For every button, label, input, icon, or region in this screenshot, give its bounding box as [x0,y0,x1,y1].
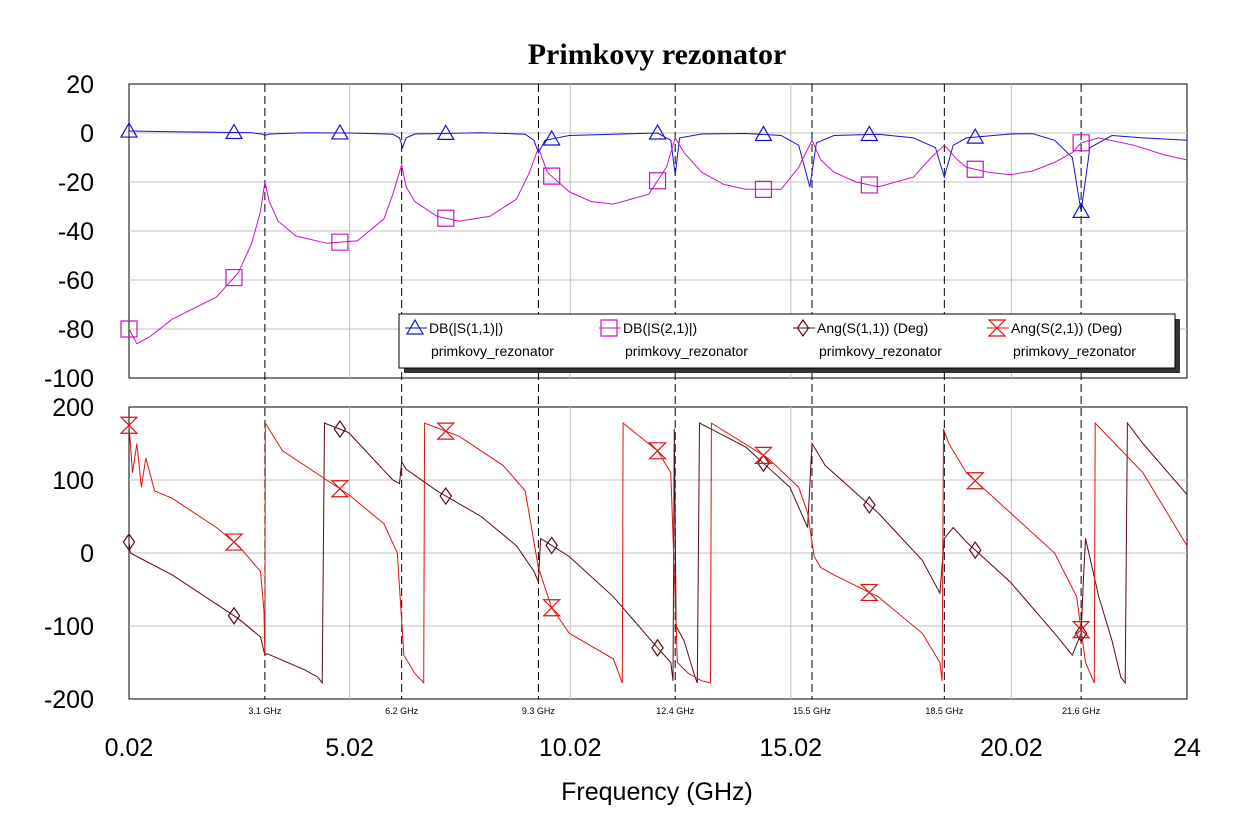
legend-sublabel: primkovy_rezonator [819,343,942,359]
series-point [860,125,879,142]
series-point [966,160,984,178]
series-square [120,134,1188,345]
x-axis-label: Frequency (GHz) [561,778,753,806]
legend-label: Ang(S(1,1)) (Deg) [817,320,928,336]
y-tick-label: -200 [44,686,94,714]
series-point [648,123,667,140]
series-line [128,136,1188,345]
legend-entry: Ang(S(1,1)) (Deg) primkovy_rezonator [793,318,942,359]
y-tick-label: -100 [44,365,94,393]
y-tick-label: -100 [44,613,94,641]
legend-entry: DB(|S(2,1)|) primkovy_rezonator [599,319,748,359]
series-point [860,176,878,194]
series-line [128,421,1188,685]
x-tick-label: 5.02 [325,734,374,762]
y-tick-label: 100 [52,467,94,495]
y-tick-label: -40 [58,218,94,246]
series-point [227,606,241,625]
series-point [648,172,667,190]
x-tick-label: 10.02 [539,734,602,762]
series-diamond [122,420,1188,685]
x-tick-labels: 3.1 GHz 6.2 GHz 9.3 GHz 12.4 GHz 15.5 GHz 18.… [105,706,1201,762]
legend-label: Ang(S(2,1)) (Deg) [1011,320,1122,336]
series-point [333,420,347,439]
legend-sublabel: primkovy_rezonator [625,343,748,359]
series-point [122,533,136,552]
legend-sublabel: primkovy_rezonator [1013,343,1136,359]
series-point [1071,621,1091,639]
series-point [439,487,453,506]
series-point [331,233,349,251]
legend-symbol [987,319,1007,337]
series-point [120,320,138,338]
series-point [1074,624,1088,643]
legend-label: DB(|S(1,1)|) [429,320,503,336]
legend-label: DB(|S(2,1)|) [623,320,697,336]
legend-box [398,313,1176,369]
series-point [542,599,562,617]
y-tick-label: 0 [80,120,94,148]
legend-symbol [600,319,618,337]
x-marker-tick-label: 18.5 GHz [925,706,964,716]
x-marker-tick-label: 12.4 GHz [656,706,695,716]
legend-entry: Ang(S(2,1)) (Deg) primkovy_rezonator [987,319,1136,359]
series-point [119,121,139,138]
x-tick-label: 20.02 [980,734,1043,762]
series-point [965,472,985,490]
series-point [224,123,244,140]
series-point [330,480,350,498]
x-marker-tick-label: 3.1 GHz [248,706,282,716]
y-tick-label: -60 [58,267,94,295]
y-tick-label: -80 [58,316,94,344]
legend: DB(|S(1,1)|)primkovy_rezonatorDB(|S(2,1)… [398,313,1180,373]
series-point [1072,134,1090,152]
series-point [542,129,561,146]
x-marker-tick-label: 6.2 GHz [385,706,419,716]
series-point [966,127,985,144]
legend-entry: DB(|S(1,1)|) primkovy_rezonator [405,318,554,359]
legend-items: DB(|S(1,1)|)primkovy_rezonatorDB(|S(2,1)… [405,318,1136,359]
series-point [225,268,243,287]
legend-sublabel: primkovy_rezonator [431,343,554,359]
y-tick-label: 0 [80,540,94,568]
legend-symbol [405,318,425,335]
x-tick-label: 24 [1173,734,1201,762]
series-point [1072,202,1091,218]
legend-symbol [796,318,810,338]
x-tick-label: 15.02 [760,734,823,762]
marker-lines [264,84,1082,699]
series-hourglass [119,416,1188,685]
series-point [436,422,456,440]
y-tick-label: -20 [58,169,94,197]
series-point [545,536,559,555]
series-point [543,167,561,185]
x-marker-tick-label: 9.3 GHz [522,706,556,716]
series-point [651,638,664,657]
series-point [754,180,773,198]
series-point [859,583,879,602]
series-triangle [119,121,1188,218]
series-point [648,442,668,460]
chart-title: Primkovy rezonator [528,38,787,71]
x-tick-label: 0.02 [105,734,154,762]
series-point [863,495,876,514]
y-tick-label: 20 [66,71,94,99]
y-tick-label: 200 [52,394,94,422]
series-point [437,209,455,227]
x-marker-tick-label: 15.5 GHz [793,706,832,716]
x-marker-tick-label: 21.6 GHz [1062,706,1101,716]
series-point [224,533,244,551]
series-point [330,123,349,140]
series-point [757,454,770,473]
series-point [119,416,139,434]
series-line [128,130,1188,212]
series-line [128,421,1188,685]
series-point [754,125,773,142]
series-point [968,541,982,560]
series-point [753,446,773,464]
series-layer [119,121,1188,685]
series-point [436,124,455,141]
